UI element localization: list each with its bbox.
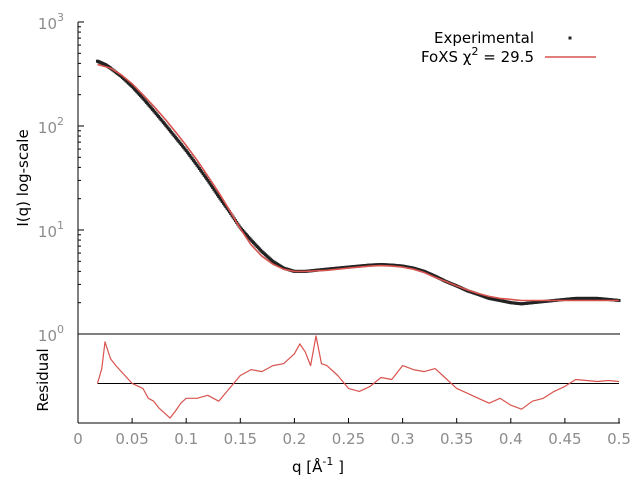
experimental-point bbox=[196, 165, 200, 169]
series-residual-line bbox=[96, 335, 620, 419]
experimental-point bbox=[197, 167, 201, 171]
experimental-point bbox=[201, 172, 205, 176]
experimental-point bbox=[212, 187, 216, 191]
experimental-point bbox=[200, 170, 204, 174]
experimental-point bbox=[187, 152, 191, 156]
experimental-point bbox=[202, 173, 206, 177]
y-tick-exponent: 1 bbox=[57, 219, 64, 232]
experimental-point bbox=[209, 184, 213, 188]
x-tick-label: 0.05 bbox=[115, 430, 148, 448]
experimental-point bbox=[199, 168, 203, 172]
experimental-point bbox=[215, 193, 219, 197]
y-tick-base: 10 bbox=[38, 15, 57, 33]
y-tick-label: 102 bbox=[38, 115, 64, 137]
y-tick-exponent: 0 bbox=[57, 323, 64, 336]
experimental-point bbox=[217, 194, 221, 198]
legend-foxs-exponent: 2 bbox=[471, 45, 478, 58]
experimental-point bbox=[194, 162, 198, 166]
experimental-point bbox=[206, 178, 210, 182]
y-tick-base: 10 bbox=[38, 223, 57, 241]
legend-experimental-label: Experimental bbox=[434, 29, 534, 47]
experimental-point bbox=[191, 158, 195, 162]
residual-axis-title: Residual bbox=[34, 348, 52, 411]
residual-plot-panel: Residual bbox=[34, 335, 620, 419]
y-tick-label: 103 bbox=[38, 11, 64, 33]
y-axis-title: I(q) log-scale bbox=[14, 129, 32, 226]
experimental-point bbox=[207, 180, 211, 184]
x-axis-title-prefix: q [Å bbox=[292, 457, 323, 476]
x-tick-label: 0.15 bbox=[224, 430, 257, 448]
experimental-point bbox=[224, 205, 228, 209]
y-tick-base: 10 bbox=[38, 119, 57, 137]
experimental-point bbox=[213, 189, 217, 193]
experimental-point bbox=[189, 155, 193, 159]
x-tick-label: 0.35 bbox=[440, 430, 473, 448]
experimental-point bbox=[211, 186, 215, 190]
x-tick-label: 0.25 bbox=[332, 430, 365, 448]
x-tick-label: 0 bbox=[73, 430, 83, 448]
y-tick-exponent: 2 bbox=[57, 115, 64, 128]
x-tick-label: 0.5 bbox=[607, 430, 631, 448]
experimental-point bbox=[190, 157, 194, 161]
series-experimental bbox=[95, 59, 621, 306]
experimental-point bbox=[193, 160, 197, 164]
experimental-point bbox=[219, 198, 223, 202]
legend-foxs-suffix: = 29.5 bbox=[478, 48, 534, 66]
experimental-point bbox=[226, 208, 230, 212]
experimental-point bbox=[188, 153, 192, 157]
experimental-point bbox=[220, 200, 224, 204]
y-tick-base: 10 bbox=[38, 327, 57, 345]
experimental-point bbox=[185, 150, 189, 154]
experimental-point bbox=[225, 206, 229, 210]
x-tick-label: 0.1 bbox=[174, 430, 198, 448]
legend-experimental-marker bbox=[568, 36, 572, 40]
y-tick-label: 101 bbox=[38, 219, 64, 241]
x-axis-title-suffix: ] bbox=[333, 458, 344, 476]
experimental-point bbox=[214, 191, 218, 195]
experimental-point bbox=[184, 149, 188, 153]
x-tick-label: 0.3 bbox=[391, 430, 415, 448]
x-axis-title-exponent: -1 bbox=[322, 455, 333, 468]
experimental-point bbox=[208, 182, 212, 186]
series-foxs-fit-line bbox=[97, 63, 619, 302]
legend-foxs-label: FoXS χ2 = 29.5 bbox=[421, 45, 534, 66]
experimental-point bbox=[223, 203, 227, 207]
experimental-point bbox=[205, 177, 209, 181]
y-tick-label: 100 bbox=[38, 323, 64, 345]
experimental-point bbox=[195, 163, 199, 167]
x-tick-label: 0.4 bbox=[499, 430, 523, 448]
y-tick-exponent: 3 bbox=[57, 11, 64, 24]
x-axis-title: q [Å-1 ] bbox=[292, 455, 344, 476]
experimental-point bbox=[221, 201, 225, 205]
x-tick-label: 0.45 bbox=[548, 430, 581, 448]
x-axis: 0 0.05 0.1 0.15 0.2 0.25 0.3 0.35 0.4 0.45 0.5 q [Å… bbox=[73, 418, 631, 476]
x-tick-label: 0.2 bbox=[282, 430, 306, 448]
experimental-point bbox=[218, 196, 222, 200]
legend-foxs-prefix: FoXS χ bbox=[421, 48, 472, 66]
experimental-point bbox=[203, 175, 207, 179]
